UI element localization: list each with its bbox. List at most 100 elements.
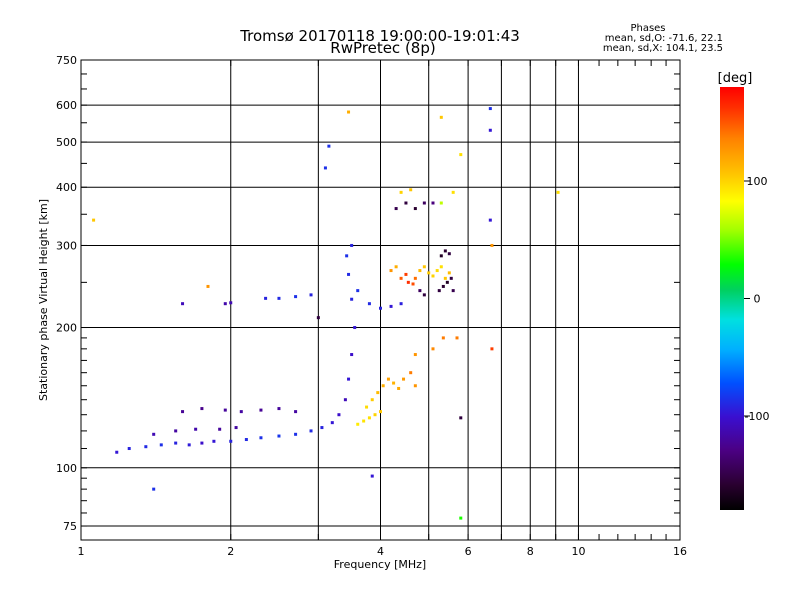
y-tick-label: 200 <box>56 322 77 335</box>
data-point <box>451 289 455 293</box>
data-point <box>159 443 163 447</box>
data-point <box>431 347 435 351</box>
data-point <box>294 432 298 436</box>
data-point <box>345 254 349 258</box>
data-point <box>365 405 369 409</box>
data-point <box>394 207 398 211</box>
data-point <box>422 293 426 297</box>
colorbar-ticks: -100 0 100 <box>744 175 769 423</box>
data-point <box>443 276 447 280</box>
colorbar-tick-label: 100 <box>747 175 768 188</box>
data-point <box>490 347 494 351</box>
stats-o-line: mean, sd,O: -71.6, 22.1 <box>605 33 723 44</box>
data-point <box>152 432 156 436</box>
data-point <box>449 276 453 280</box>
data-point <box>379 410 382 414</box>
data-point <box>394 265 398 269</box>
data-point <box>144 445 148 449</box>
data-point <box>376 391 380 395</box>
x-tick-label: 2 <box>227 545 234 558</box>
data-point <box>445 280 449 284</box>
data-point <box>347 272 351 276</box>
data-point <box>350 353 354 357</box>
data-point <box>411 282 415 286</box>
data-point <box>223 302 227 306</box>
data-point <box>409 188 413 192</box>
data-point <box>399 276 403 280</box>
x-axis-label: Frequency [MHz] <box>334 558 426 571</box>
x-tick-label: 1 <box>78 545 85 558</box>
data-point <box>439 115 443 119</box>
data-point <box>343 398 347 402</box>
data-point <box>264 296 268 300</box>
grid-lines <box>81 60 680 540</box>
data-point <box>218 427 222 431</box>
data-point <box>259 408 263 412</box>
data-point <box>200 407 204 411</box>
data-point <box>353 326 357 330</box>
colorbar-tick-label: 0 <box>754 293 761 306</box>
data-point <box>174 429 178 433</box>
data-point <box>277 296 281 300</box>
data-point <box>323 166 327 170</box>
data-point <box>459 416 463 420</box>
data-point <box>370 474 374 478</box>
data-point <box>239 410 243 414</box>
data-point <box>194 427 198 431</box>
data-point <box>350 243 354 247</box>
data-point <box>362 419 366 423</box>
data-point <box>115 450 119 454</box>
data-point <box>427 271 431 275</box>
data-point <box>413 276 417 280</box>
chart-subtitle: RwPretec (8p) <box>330 39 435 57</box>
data-point <box>439 254 443 258</box>
data-point <box>404 272 408 276</box>
data-point <box>327 144 331 148</box>
data-point <box>441 284 445 288</box>
data-point <box>200 441 204 445</box>
data-point <box>92 218 96 222</box>
data-point <box>294 295 298 299</box>
data-point <box>259 436 263 440</box>
data-point <box>373 413 377 417</box>
data-point <box>350 297 354 301</box>
data-point <box>381 384 385 388</box>
data-point <box>459 153 463 157</box>
data-point <box>488 218 492 222</box>
data-point <box>316 316 320 320</box>
data-point <box>206 284 210 288</box>
y-tick-label: 500 <box>56 136 77 149</box>
data-point <box>443 249 447 253</box>
data-point <box>277 434 281 438</box>
chart-title: Tromsø 20170118 19:00:00-19:01:43 <box>239 27 520 45</box>
y-tick-label: 600 <box>56 99 77 112</box>
data-point <box>152 487 156 491</box>
data-point <box>370 398 374 402</box>
data-point <box>367 416 371 420</box>
data-point <box>181 302 185 306</box>
data-point <box>439 265 443 269</box>
data-point <box>455 336 459 340</box>
y-axis-label: Stationary phase Virtual Height [km] <box>37 199 50 401</box>
data-point <box>556 190 560 194</box>
data-point <box>386 377 390 381</box>
data-point <box>229 301 233 305</box>
data-point <box>413 353 417 357</box>
y-tick-label: 75 <box>63 520 77 533</box>
data-point <box>277 407 281 411</box>
data-point <box>447 252 451 256</box>
data-point <box>418 289 422 293</box>
data-point <box>212 439 216 443</box>
data-point <box>229 439 233 443</box>
data-point <box>356 289 360 293</box>
data-point <box>399 302 403 306</box>
data-point <box>389 304 393 308</box>
data-point <box>413 207 417 211</box>
y-tick-label: 750 <box>56 54 77 67</box>
data-point <box>406 280 410 284</box>
data-point <box>447 271 451 275</box>
y-tick-label: 400 <box>56 181 77 194</box>
data-point <box>404 201 408 205</box>
data-point <box>337 413 341 417</box>
